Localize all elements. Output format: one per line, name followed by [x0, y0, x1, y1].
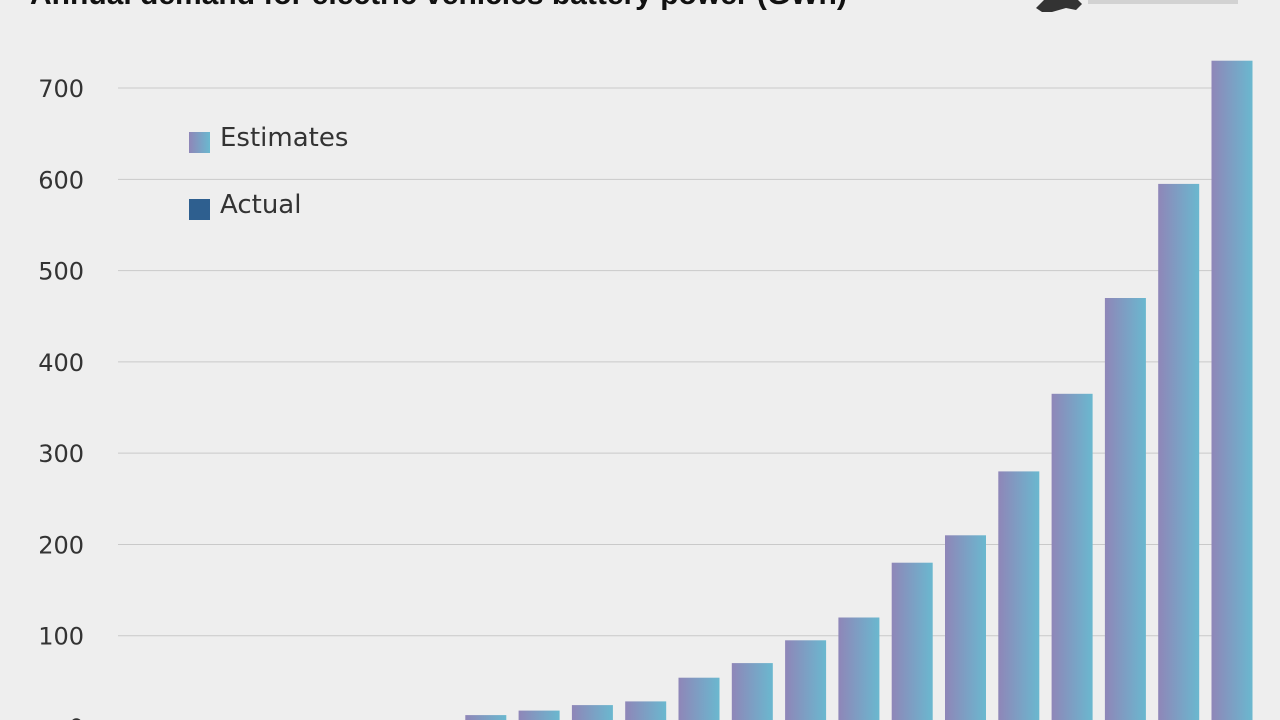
bar-estimate — [945, 535, 986, 720]
y-tick-label: 300 — [38, 440, 84, 468]
y-tick-label: 700 — [38, 75, 84, 103]
legend: Estimates Actual — [189, 123, 348, 220]
bar-estimate — [731, 663, 773, 720]
bar-estimate — [678, 677, 720, 720]
bar-estimate — [625, 701, 667, 720]
bar-estimate — [1211, 60, 1253, 720]
bar-estimate — [1051, 393, 1093, 720]
legend-label-estimates: Estimates — [220, 123, 348, 153]
bar-estimate — [1158, 183, 1200, 720]
grid — [118, 87, 1238, 637]
y-tick-label: 400 — [38, 349, 84, 377]
bar-estimate — [1104, 298, 1146, 720]
y-tick-label: 200 — [38, 531, 84, 559]
legend-swatch-actual — [189, 199, 210, 220]
legend-label-actual: Actual — [220, 190, 301, 220]
y-tick-label: 500 — [38, 258, 84, 286]
y-tick-label: 100 — [38, 623, 84, 651]
bar-estimate — [785, 640, 827, 720]
bar-estimate — [891, 562, 933, 720]
bar-estimate — [571, 705, 613, 720]
y-axis: 0 100 200 300 400 500 600 700 — [38, 75, 84, 720]
y-tick-label: 0 — [69, 714, 84, 720]
bull-logo-icon — [1036, 0, 1238, 12]
y-tick-label: 600 — [38, 166, 84, 194]
legend-swatch-estimates — [189, 132, 210, 153]
bar-estimate — [838, 617, 880, 720]
bar-estimate — [998, 471, 1040, 720]
bar-estimate — [465, 715, 507, 720]
chart-title: Annual demand for electric vehicles batt… — [30, 0, 847, 11]
bar-estimate — [518, 710, 560, 720]
bars — [465, 60, 1253, 720]
